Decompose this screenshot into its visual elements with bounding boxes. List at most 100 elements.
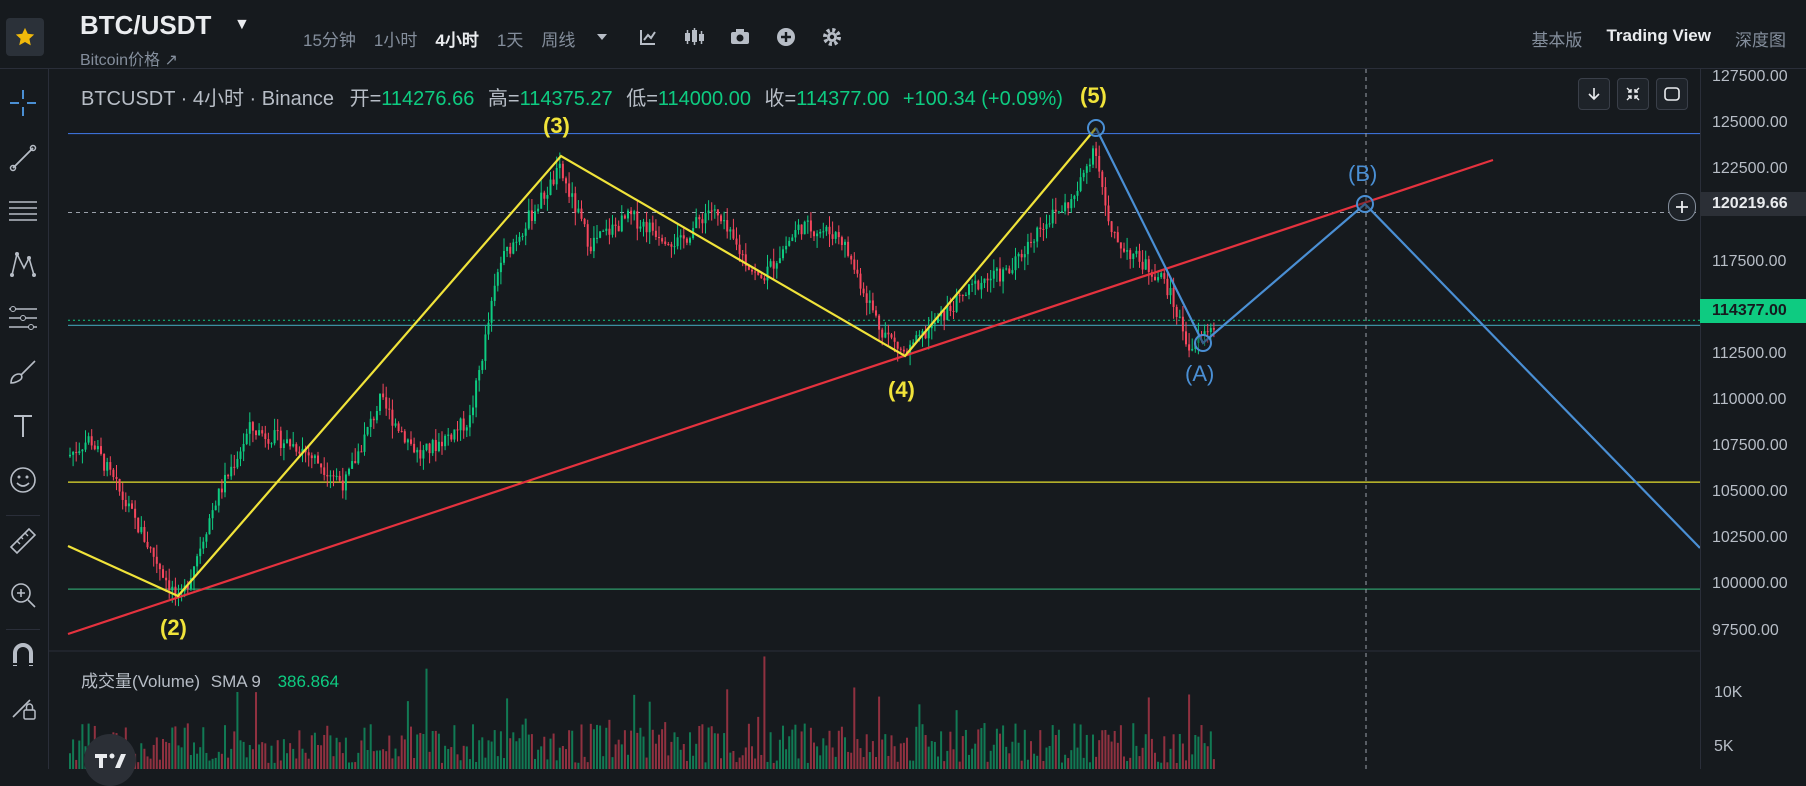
pair-dropdown-icon[interactable]: ▼ (234, 16, 250, 33)
candle-body (276, 430, 279, 432)
pair-title[interactable]: BTC/USDT (80, 10, 212, 40)
crosshair-icon[interactable] (6, 86, 40, 120)
candle-body (701, 219, 704, 224)
candle-body (251, 422, 254, 431)
candle-body (447, 434, 450, 436)
view-depth[interactable]: 深度图 (1735, 31, 1786, 50)
volume-bar (754, 758, 757, 769)
interval-4h[interactable]: 4小时 (435, 31, 479, 50)
volume-bar (589, 723, 592, 769)
volume-bar (769, 732, 772, 769)
volume-bar (1197, 736, 1200, 769)
trend-line-icon[interactable] (6, 141, 40, 175)
more-intervals-icon[interactable] (590, 26, 614, 48)
candle-body (1061, 211, 1063, 213)
volume-bar (441, 762, 443, 769)
add-alert-plus-icon[interactable] (1668, 193, 1696, 221)
candle-body (813, 231, 815, 237)
candle-body (379, 393, 381, 411)
volume-bar (310, 735, 313, 769)
text-tool-icon[interactable] (6, 409, 40, 443)
fib-tool-icon[interactable] (6, 301, 40, 335)
collapse-icon[interactable] (1617, 78, 1649, 110)
volume-bar (977, 729, 980, 769)
emoji-icon[interactable] (6, 463, 40, 497)
candle-body (1073, 195, 1076, 200)
volume-bar (856, 739, 859, 769)
indicators-icon[interactable] (636, 26, 660, 48)
price-tick: 122500.00 (1712, 160, 1788, 178)
candle-body (131, 503, 133, 509)
volume-bar (881, 739, 884, 769)
candle-body (527, 210, 530, 229)
price-chart[interactable] (0, 0, 1806, 769)
zoom-in-icon[interactable] (6, 578, 40, 612)
add-icon[interactable] (774, 26, 798, 48)
volume-bar (459, 760, 462, 769)
candle-body (90, 436, 93, 446)
open-value: 114276.66 (381, 88, 475, 110)
volume-bar (273, 762, 276, 769)
candle-body (537, 208, 540, 212)
pattern-tool-icon[interactable] (6, 247, 40, 281)
camera-icon[interactable] (728, 26, 752, 48)
candle-body (214, 505, 217, 511)
tradingview-logo[interactable] (84, 734, 136, 786)
candle-body (227, 474, 230, 477)
candle-body (149, 547, 152, 549)
candle-body (955, 294, 958, 312)
candle-type-icon[interactable] (682, 26, 706, 48)
wave-point-marker (1356, 195, 1374, 213)
candle-body (933, 322, 936, 324)
volume-bar (986, 761, 989, 769)
candle-body (822, 231, 825, 233)
candle-body (162, 569, 164, 578)
candle-body (698, 217, 701, 220)
candle-body (1101, 171, 1104, 188)
candle-body (726, 220, 729, 232)
volume-bar (834, 756, 837, 769)
price-tick: 127500.00 (1712, 68, 1788, 86)
volume-bar (537, 749, 540, 769)
ruler-icon[interactable] (6, 524, 40, 558)
candle-body (1011, 270, 1014, 274)
volume-bar (385, 751, 388, 769)
volume-tick: 5K (1714, 738, 1734, 755)
settings-gear-icon[interactable] (820, 26, 844, 48)
volume-bar (837, 730, 840, 769)
lock-drawing-icon[interactable] (6, 690, 40, 724)
candle-body (859, 273, 862, 289)
volume-bar (425, 668, 428, 769)
candle-body (918, 334, 921, 336)
candle-body (896, 341, 899, 349)
candle-body (720, 215, 722, 222)
view-tradingview[interactable]: Trading View (1606, 26, 1711, 45)
volume-bar (329, 735, 332, 769)
interval-1h[interactable]: 1小时 (373, 31, 418, 50)
scroll-down-icon[interactable] (1578, 78, 1610, 110)
volume-bar (679, 749, 682, 769)
brush-icon[interactable] (6, 355, 40, 389)
candle-body (1082, 172, 1085, 178)
pair-subtitle-link[interactable]: Bitcoin价格 ↗ (80, 52, 178, 69)
candle-body (205, 534, 208, 542)
horizontal-lines-icon[interactable] (6, 193, 40, 227)
favorite-star-icon[interactable] (6, 18, 44, 56)
interval-1w[interactable]: 周线 (541, 31, 576, 50)
symbol-label: BTCUSDT · 4小时 · Binance (81, 88, 335, 110)
interval-15m[interactable]: 15分钟 (303, 31, 356, 50)
volume-bar (444, 745, 447, 769)
price-scale[interactable] (1700, 69, 1806, 769)
fullscreen-icon[interactable] (1656, 78, 1688, 110)
volume-bar (1061, 762, 1063, 769)
candle-body (171, 586, 174, 591)
view-basic[interactable]: 基本版 (1531, 31, 1583, 50)
candle-body (1206, 331, 1209, 333)
candle-body (617, 225, 620, 232)
volume-bar (530, 734, 533, 769)
candle-body (949, 305, 952, 311)
volume-bar (493, 730, 496, 769)
volume-bar (1067, 758, 1070, 769)
interval-1d[interactable]: 1天 (496, 31, 524, 50)
magnet-icon[interactable] (6, 638, 40, 672)
